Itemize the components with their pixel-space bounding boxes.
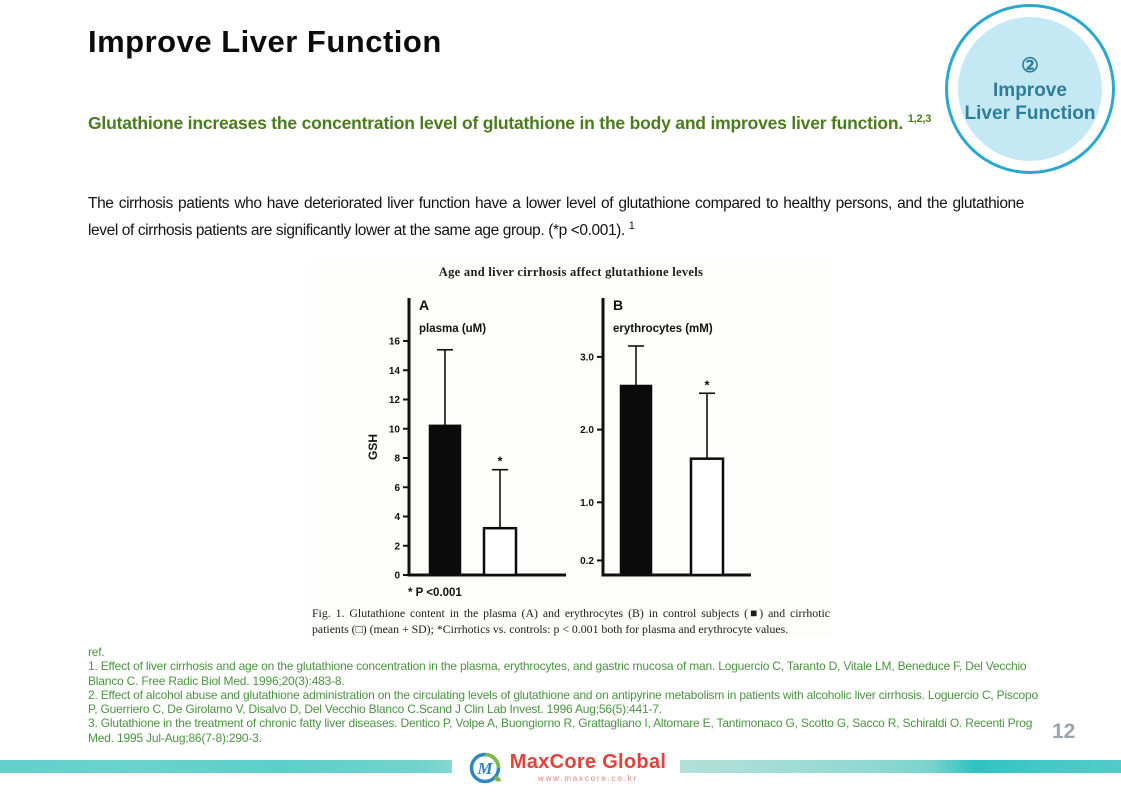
control-bar [428,424,462,577]
panel-label: B [613,297,623,313]
y-tick-label: 14 [389,366,401,377]
reference-item: 1. Effect of liver cirrhosis and age on … [88,659,1027,688]
references-heading: ref. [88,645,105,659]
control-bar [619,384,653,577]
y-tick-label: 6 [394,483,400,494]
y-tick-label: 16 [389,337,401,348]
logo-text-column: MaxCore Global www.maxcore.co.kr [510,751,666,783]
figure-caption: Fig. 1. Glutathione content in the plasm… [312,606,830,636]
maxcore-logo-icon: M [469,752,501,783]
references-block: ref. 1. Effect of liver cirrhosis and ag… [88,645,1040,745]
page-title: Improve Liver Function [88,24,442,59]
key-message-citation: 1,2,3 [907,113,932,125]
section-badge-inner: ② Improve Liver Function [958,17,1102,161]
cirrhotic-bar [689,457,725,577]
panel-unit-label: plasma (uM) [419,323,486,335]
key-message-text: Glutathione increases the concentration … [88,112,904,133]
reference-item: 2. Effect of alcohol abuse and glutathio… [88,687,1038,717]
pvalue-note: * P <0.001 [408,587,462,599]
body-paragraph-citation: 1 [628,220,635,232]
page-number: 12 [1052,720,1076,743]
y-tick-label: 8 [394,454,400,465]
panel-label: A [419,297,429,313]
y-tick-label: 1.0 [580,498,594,509]
footer-logo: M MaxCore Global www.maxcore.co.kr [452,740,680,793]
y-tick-label: 0.2 [580,556,594,567]
y-tick-label: 4 [394,512,400,523]
badge-number: ② [1021,55,1039,77]
key-message: Glutathione increases the concentration … [88,108,936,135]
scanned-figure: Age and liver cirrhosis affect glutathio… [310,262,832,638]
cirrhotic-bar [482,526,518,577]
reference-item: 3. Glutathione in the treatment of chron… [88,716,1033,745]
body-paragraph: The cirrhosis patients who have deterior… [88,192,1024,242]
section-badge: ② Improve Liver Function [945,4,1115,174]
figure-title: Age and liver cirrhosis affect glutathio… [438,265,704,279]
badge-label-line2: Liver Function [964,103,1096,124]
logo-url-text: www.maxcore.co.kr [538,773,638,783]
y-tick-label: 10 [389,424,401,435]
panel-unit-label: erythrocytes (mM) [613,323,713,335]
y-tick-label: 0 [394,571,400,582]
significance-asterisk: * [497,454,503,469]
badge-label-line1: Improve [993,80,1067,101]
y-axis-title: GSH [366,434,380,460]
significance-asterisk: * [704,377,710,392]
y-tick-label: 2.0 [580,425,594,436]
body-paragraph-text: The cirrhosis patients who have deterior… [88,195,1024,240]
y-tick-label: 2 [394,541,400,552]
y-tick-label: 12 [389,395,401,406]
svg-text:M: M [476,759,493,778]
logo-brand-text: MaxCore Global [509,750,667,773]
y-tick-label: 3.0 [580,352,594,363]
